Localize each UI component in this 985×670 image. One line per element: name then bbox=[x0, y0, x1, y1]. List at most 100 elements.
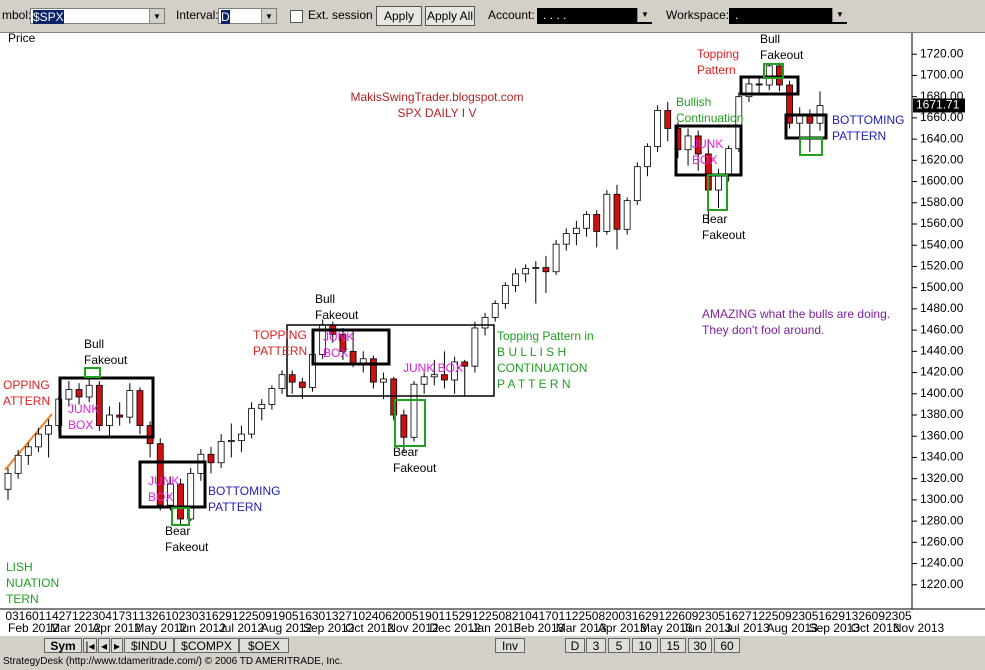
x-day-label: 09 bbox=[778, 609, 792, 623]
ext-session-label: Ext. session bbox=[308, 8, 373, 22]
tab[interactable]: 10 bbox=[632, 638, 658, 653]
x-month-label: Oct 2012 bbox=[345, 621, 394, 635]
annotation: PATTERN bbox=[208, 500, 262, 514]
candle-body bbox=[684, 135, 692, 151]
nav-next[interactable]: ▸ bbox=[111, 638, 123, 653]
x-day-label: 10 bbox=[352, 609, 366, 623]
candle-body bbox=[278, 374, 286, 389]
annotation: B U L L I S H bbox=[497, 345, 566, 359]
x-day-label: 23 bbox=[698, 609, 712, 623]
sym-tab[interactable]: Sym bbox=[44, 638, 82, 653]
x-day-label: 16 bbox=[19, 609, 33, 623]
tab[interactable]: 5 bbox=[608, 638, 630, 653]
x-day-label: 12 bbox=[565, 609, 579, 623]
candle-body bbox=[65, 389, 73, 400]
x-day-label: 29 bbox=[645, 609, 659, 623]
candle-body bbox=[45, 425, 52, 435]
x-month-label: Jan 2013 bbox=[472, 621, 522, 635]
workspace-field[interactable]: . ▼ bbox=[729, 8, 847, 24]
x-day-label: 26 bbox=[672, 609, 686, 623]
candle-body bbox=[623, 200, 631, 230]
tab[interactable]: 60 bbox=[714, 638, 740, 653]
annotation: ATTERN bbox=[3, 394, 50, 408]
symbol-input[interactable]: $SPX ▼ bbox=[30, 8, 165, 24]
candle-body bbox=[217, 441, 225, 464]
candle-body bbox=[664, 110, 672, 129]
workspace-label: Workspace: bbox=[666, 8, 730, 22]
annotation: BOX bbox=[692, 153, 717, 167]
candle-body bbox=[177, 483, 184, 520]
apply-button[interactable]: Apply bbox=[376, 6, 422, 26]
box bbox=[394, 399, 426, 447]
y-tick-label: 1520.00 bbox=[920, 259, 964, 273]
annotation: Fakeout bbox=[393, 461, 437, 475]
candle-body bbox=[603, 193, 611, 232]
dropdown-arrow[interactable]: ▼ bbox=[832, 8, 847, 22]
account-value: . . . . bbox=[543, 8, 567, 22]
x-month-label: Apr 2012 bbox=[92, 621, 141, 635]
annotation: Fakeout bbox=[760, 48, 804, 62]
y-tick-label: 1720.00 bbox=[920, 46, 964, 60]
annotation: BOTTOMING bbox=[208, 484, 280, 498]
tab[interactable]: $OEX bbox=[239, 638, 289, 653]
apply-all-button[interactable]: Apply All bbox=[425, 6, 475, 26]
annotation: JUNK bbox=[68, 402, 99, 416]
tab[interactable]: 15 bbox=[660, 638, 686, 653]
interval-input[interactable]: D ▼ bbox=[218, 8, 277, 24]
x-day-label: 16 bbox=[725, 609, 739, 623]
x-month-label: Feb 2012 bbox=[8, 621, 59, 635]
nav-prev[interactable]: ◂ bbox=[98, 638, 110, 653]
x-day-label: 17 bbox=[112, 609, 126, 623]
x-day-label: 23 bbox=[179, 609, 193, 623]
dropdown-arrow[interactable]: ▼ bbox=[149, 9, 164, 23]
x-day-label: 20 bbox=[392, 609, 406, 623]
y-tick-label: 1500.00 bbox=[920, 280, 964, 294]
x-month-label: Sep 2012 bbox=[303, 621, 355, 635]
tab[interactable]: 3 bbox=[586, 638, 606, 653]
x-day-label: 05 bbox=[405, 609, 419, 623]
candle-body bbox=[532, 267, 540, 269]
x-day-label: 16 bbox=[299, 609, 313, 623]
box bbox=[286, 324, 495, 397]
box bbox=[799, 137, 823, 156]
candle-body bbox=[471, 327, 479, 367]
annotation: Fakeout bbox=[315, 308, 359, 322]
x-day-label: 25 bbox=[765, 609, 779, 623]
candle-body bbox=[786, 84, 793, 124]
candle-body bbox=[776, 65, 783, 86]
dropdown-arrow[interactable]: ▼ bbox=[637, 8, 652, 22]
annotation: Topping bbox=[697, 47, 739, 61]
tab[interactable]: D bbox=[565, 638, 585, 653]
box bbox=[311, 328, 391, 366]
tab[interactable]: Inv bbox=[495, 638, 525, 653]
account-field[interactable]: . . . . ▼ bbox=[537, 8, 652, 24]
candle-body bbox=[268, 388, 276, 405]
annotation: TERN bbox=[6, 592, 39, 606]
annotation: SPX DAILY I V bbox=[398, 106, 477, 120]
tab[interactable]: $INDU bbox=[124, 638, 174, 653]
x-day-label: 29 bbox=[219, 609, 233, 623]
dropdown-arrow[interactable]: ▼ bbox=[261, 9, 276, 23]
y-tick-label: 1240.00 bbox=[920, 556, 964, 570]
candle-body bbox=[85, 384, 93, 398]
tab[interactable]: $COMPX bbox=[174, 638, 239, 653]
candle-body bbox=[156, 443, 164, 506]
toolbar: mbol: $SPX ▼ Interval: D ▼ Ext. session Ap… bbox=[0, 0, 985, 33]
candle-body bbox=[512, 273, 519, 286]
x-month-label: Aug 2013 bbox=[766, 621, 818, 635]
candle-body bbox=[481, 316, 489, 329]
annotation: CONTINUATION bbox=[497, 361, 587, 375]
y-tick-label: 1700.00 bbox=[920, 68, 964, 82]
candle-body bbox=[258, 403, 266, 410]
ext-session-checkbox[interactable] bbox=[290, 10, 303, 23]
chart: Price MakisSwingTrader.blogspot.com SPX D… bbox=[0, 31, 985, 636]
tab[interactable]: 30 bbox=[688, 638, 712, 653]
nav-first[interactable]: |◂ bbox=[83, 638, 97, 653]
x-month-label: Dec 2012 bbox=[429, 621, 481, 635]
candle-body bbox=[35, 433, 42, 448]
x-day-label: 13 bbox=[845, 609, 859, 623]
y-tick-label: 1440.00 bbox=[920, 344, 964, 358]
x-day-label: 09 bbox=[685, 609, 699, 623]
box bbox=[171, 507, 190, 526]
x-day-label: 09 bbox=[872, 609, 886, 623]
